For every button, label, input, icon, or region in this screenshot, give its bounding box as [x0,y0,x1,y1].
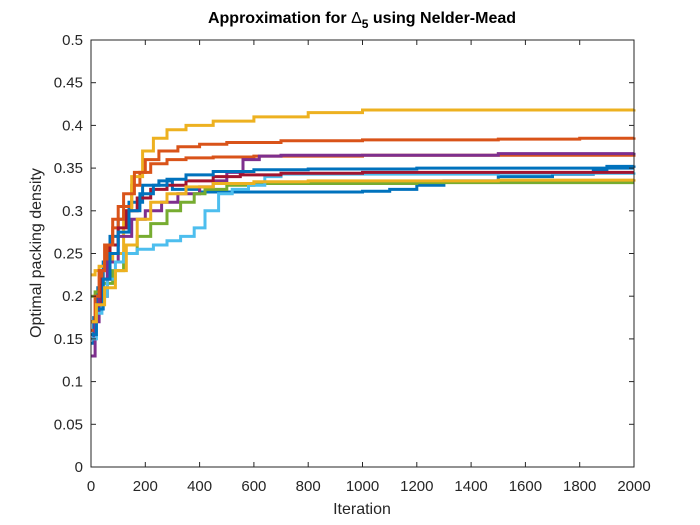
y-tick-label: 0.3 [62,203,83,220]
x-tick-label: 1000 [346,478,379,495]
x-tick-label: 400 [187,478,212,495]
x-tick-label: 1400 [454,478,487,495]
series-line-run-9 [91,136,636,324]
y-axis-ticks: 0 0.05 0.1 0.15 0.2 0.25 0.3 0.35 0.4 0.45 0.5 [54,32,634,476]
y-axis-label: Optimal packing density [28,168,45,338]
x-tick-label: 600 [241,478,266,495]
series-line-run-8 [91,166,634,337]
y-tick-label: 0.4 [62,117,83,134]
y-tick-label: 0.5 [62,32,83,49]
series-layer [91,108,636,358]
chart-title: Approximation for Δ5 using Nelder-Mead [208,10,516,31]
y-tick-label: 0.1 [62,374,83,391]
y-tick-label: 0.15 [54,331,83,348]
y-tick-label: 0.2 [62,288,83,305]
x-tick-label: 1200 [400,478,433,495]
series-line-run-10 [91,178,636,324]
y-tick-label: 0 [75,459,83,476]
plot-area [91,40,634,467]
y-tick-label: 0.35 [54,160,83,177]
y-tick-label: 0.45 [54,75,83,92]
chart-title-suffix: using Nelder-Mead [368,10,516,27]
x-tick-label: 2000 [617,478,650,495]
x-axis-label: Iteration [333,501,391,518]
chart-title-prefix: Approximation for [208,10,351,27]
chart-title-subscript: 5 [362,17,369,31]
x-tick-label: 0 [87,478,95,495]
y-tick-label: 0.25 [54,246,83,263]
x-tick-label: 1600 [509,478,542,495]
x-tick-label: 800 [296,478,321,495]
chart-title-symbol: Δ [351,10,362,27]
x-tick-label: 200 [133,478,158,495]
y-tick-label: 0.05 [54,416,83,433]
x-tick-label: 1800 [563,478,596,495]
x-axis-ticks: 0 200 400 600 800 1000 1200 1400 1600 1800 2000 [87,40,651,495]
